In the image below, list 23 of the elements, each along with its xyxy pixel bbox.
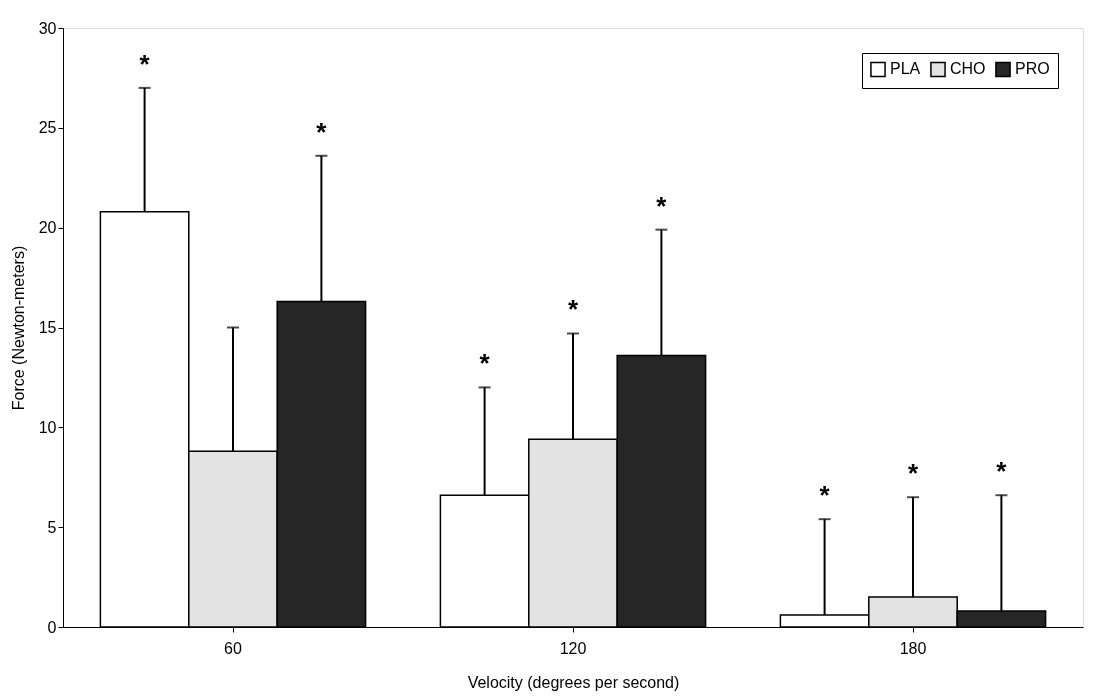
annotation: * bbox=[139, 48, 151, 79]
annotation: * bbox=[656, 190, 668, 221]
legend-label: PRO bbox=[1015, 60, 1050, 78]
x-tick-label: 120 bbox=[559, 639, 587, 657]
legend-label: CHO bbox=[950, 60, 986, 78]
y-axis-title: Force (Newton-meters) bbox=[9, 245, 27, 411]
y-tick-label: 5 bbox=[47, 518, 57, 536]
y-tick-label: 10 bbox=[38, 418, 57, 436]
y-tick-label: 0 bbox=[47, 618, 57, 636]
annotation: * bbox=[907, 458, 919, 489]
x-tick-label: 180 bbox=[899, 639, 927, 657]
y-tick-label: 15 bbox=[38, 319, 57, 336]
legend-label: PLA bbox=[890, 60, 921, 78]
y-tick-label: 20 bbox=[38, 219, 57, 237]
annotation: * bbox=[316, 116, 328, 147]
annotation: * bbox=[479, 348, 491, 379]
annotation: * bbox=[819, 480, 831, 511]
x-tick-label: 60 bbox=[224, 639, 242, 657]
y-tick-label: 25 bbox=[38, 119, 57, 137]
x-axis-title: Velocity (degrees per second) bbox=[467, 673, 680, 691]
annotation: * bbox=[567, 294, 579, 325]
y-tick-label: 30 bbox=[38, 19, 57, 37]
annotation: * bbox=[996, 456, 1008, 487]
